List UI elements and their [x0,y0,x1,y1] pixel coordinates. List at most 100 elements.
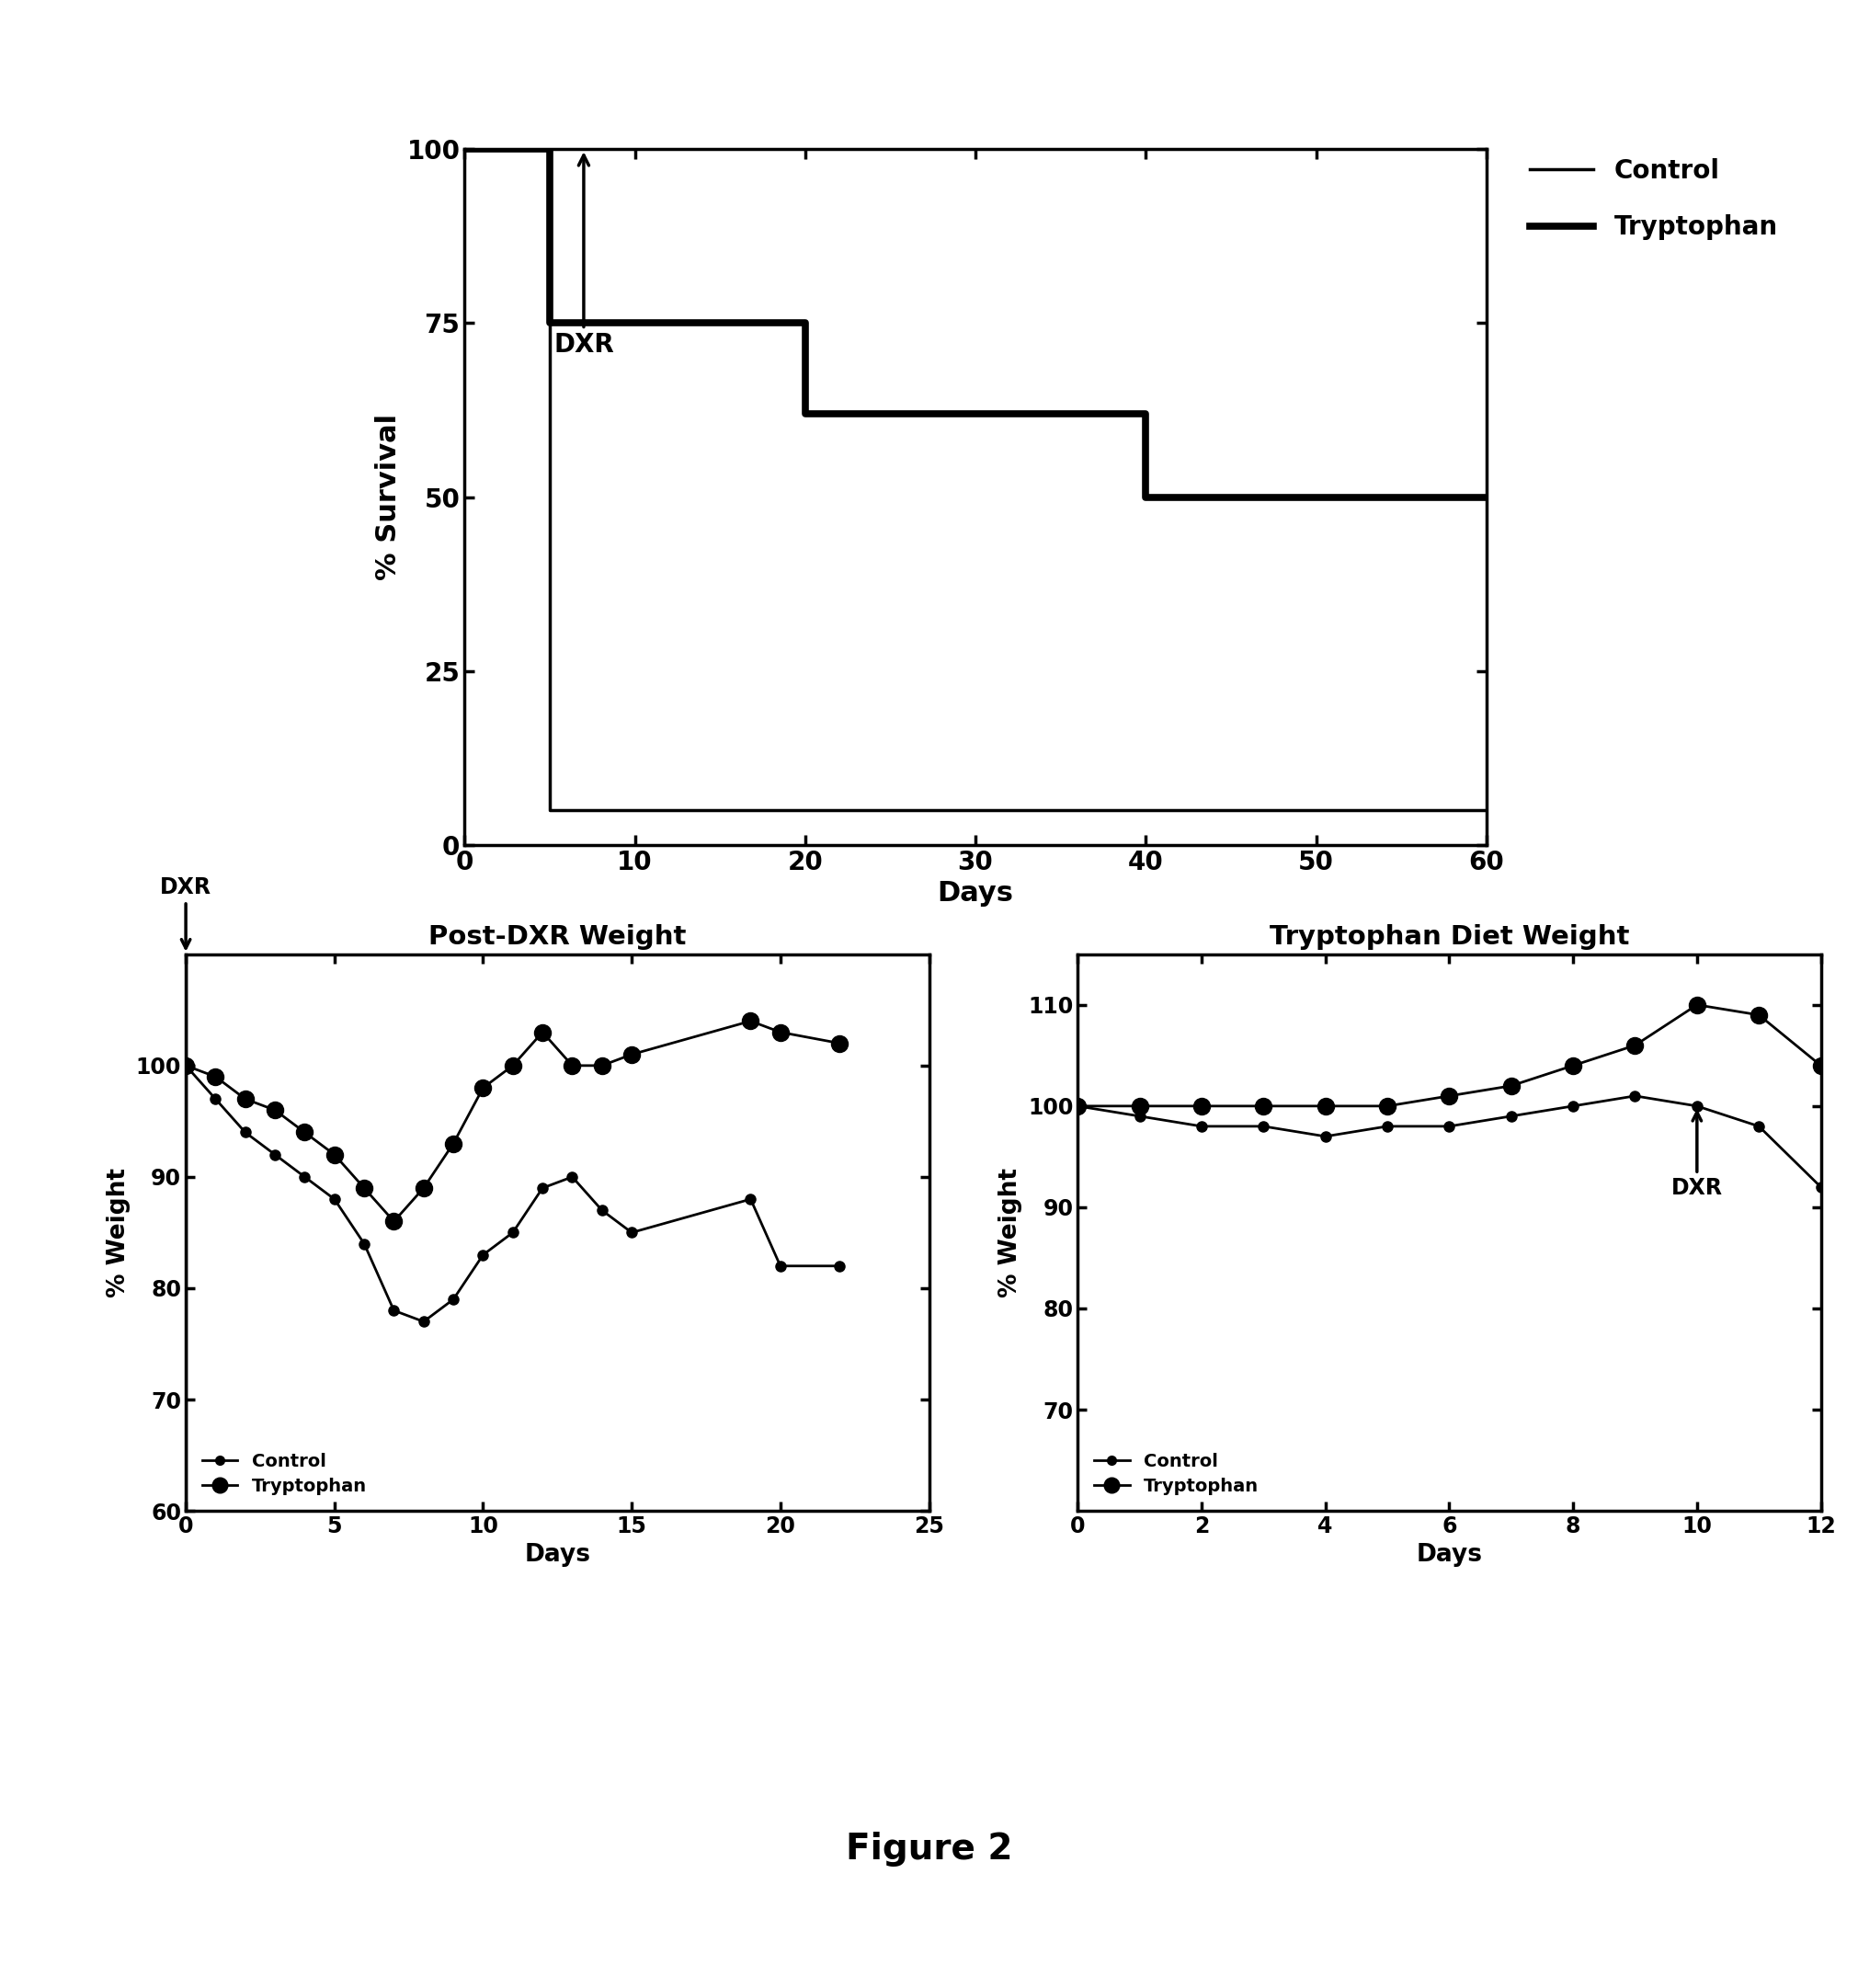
Control [234,1121,256,1145]
Control [1128,1103,1150,1127]
Text: DXR: DXR [554,155,613,358]
Tryptophan [739,1010,762,1034]
Tryptophan [1191,1093,1213,1117]
Control [591,1199,613,1223]
Tryptophan [561,1054,583,1077]
Control [1810,1175,1832,1199]
Tryptophan [175,1054,197,1077]
Line: Tryptophan: Tryptophan [178,1012,847,1231]
Tryptophan [591,1054,613,1077]
Line: Tryptophan: Tryptophan [1070,996,1828,1115]
Control [1377,1115,1399,1139]
Tryptophan [472,1076,494,1099]
Tryptophan [264,1097,286,1121]
Line: Control: Control [464,149,1486,811]
Tryptophan [1135,402,1158,425]
Control [1066,1093,1089,1117]
Control [453,137,476,161]
Tryptophan [539,137,561,161]
Tryptophan [1425,485,1447,509]
Control [264,1143,286,1167]
Tryptophan [1499,1074,1522,1097]
Y-axis label: % Survival: % Survival [375,414,401,580]
Control [472,1242,494,1266]
Tryptophan [353,1177,375,1201]
Tryptophan [1438,1083,1460,1107]
Control [793,797,816,823]
Tryptophan [539,312,561,336]
Line: Control: Control [180,1060,845,1326]
Control [204,1087,227,1111]
Control [1685,1093,1708,1117]
Text: DXR: DXR [1670,1111,1722,1199]
Tryptophan [1748,1004,1771,1028]
Control [412,1310,435,1334]
Title: Post-DXR Weight: Post-DXR Weight [429,924,686,950]
Tryptophan [294,1121,316,1145]
Control [739,1187,762,1211]
Control [531,1177,554,1201]
Legend: Control, Tryptophan: Control, Tryptophan [195,1445,373,1503]
Tryptophan [621,1042,643,1066]
Text: DXR: DXR [160,877,212,948]
Control [561,1165,583,1189]
Line: Tryptophan: Tryptophan [464,149,1486,497]
Control [1438,1115,1460,1139]
Control [1624,1083,1646,1107]
Tryptophan [1314,1093,1336,1117]
Control [829,1254,851,1278]
X-axis label: Days: Days [936,881,1014,907]
Tryptophan [383,1209,405,1233]
Tryptophan [1475,485,1498,509]
Control [621,1221,643,1244]
X-axis label: Days: Days [1416,1543,1483,1567]
Tryptophan [793,402,816,425]
Control [175,1054,197,1077]
Tryptophan [323,1143,346,1167]
Control [769,1254,792,1278]
Control [1563,1093,1585,1117]
Tryptophan [1624,1034,1646,1058]
Tryptophan [1066,1093,1089,1117]
X-axis label: Days: Days [524,1543,591,1567]
Tryptophan [502,1054,524,1077]
Line: Control: Control [1072,1091,1826,1193]
Control [353,1233,375,1256]
Tryptophan [793,312,816,336]
Tryptophan [531,1020,554,1044]
Control [1314,1125,1336,1149]
Control [539,797,561,823]
Control [323,1187,346,1211]
Title: Tryptophan Diet Weight: Tryptophan Diet Weight [1269,924,1629,950]
Tryptophan [204,1066,227,1089]
Tryptophan [1563,1054,1585,1077]
Tryptophan [412,1177,435,1201]
Control [1499,1103,1522,1127]
Tryptophan [1685,992,1708,1016]
Control [1475,797,1498,823]
Tryptophan [1252,1093,1275,1117]
Legend: Control, Tryptophan: Control, Tryptophan [1087,1445,1265,1503]
Control [1748,1115,1771,1139]
Control [1191,1115,1213,1139]
Control [502,1221,524,1244]
Tryptophan [453,137,476,161]
Y-axis label: % Weight: % Weight [108,1167,130,1298]
Text: Figure 2: Figure 2 [845,1831,1013,1867]
Tryptophan [1128,1093,1150,1117]
Tryptophan [234,1087,256,1111]
Control [442,1288,464,1312]
Control [294,1165,316,1189]
Control [539,137,561,161]
Legend: Control, Tryptophan: Control, Tryptophan [1520,147,1787,250]
Tryptophan [1135,485,1158,509]
Y-axis label: % Weight: % Weight [1000,1167,1022,1298]
Control [1252,1115,1275,1139]
Tryptophan [442,1131,464,1155]
Control [793,797,816,823]
Control [383,1298,405,1322]
Tryptophan [1810,1054,1832,1077]
Tryptophan [829,1032,851,1056]
Tryptophan [1425,485,1447,509]
Tryptophan [769,1020,792,1044]
